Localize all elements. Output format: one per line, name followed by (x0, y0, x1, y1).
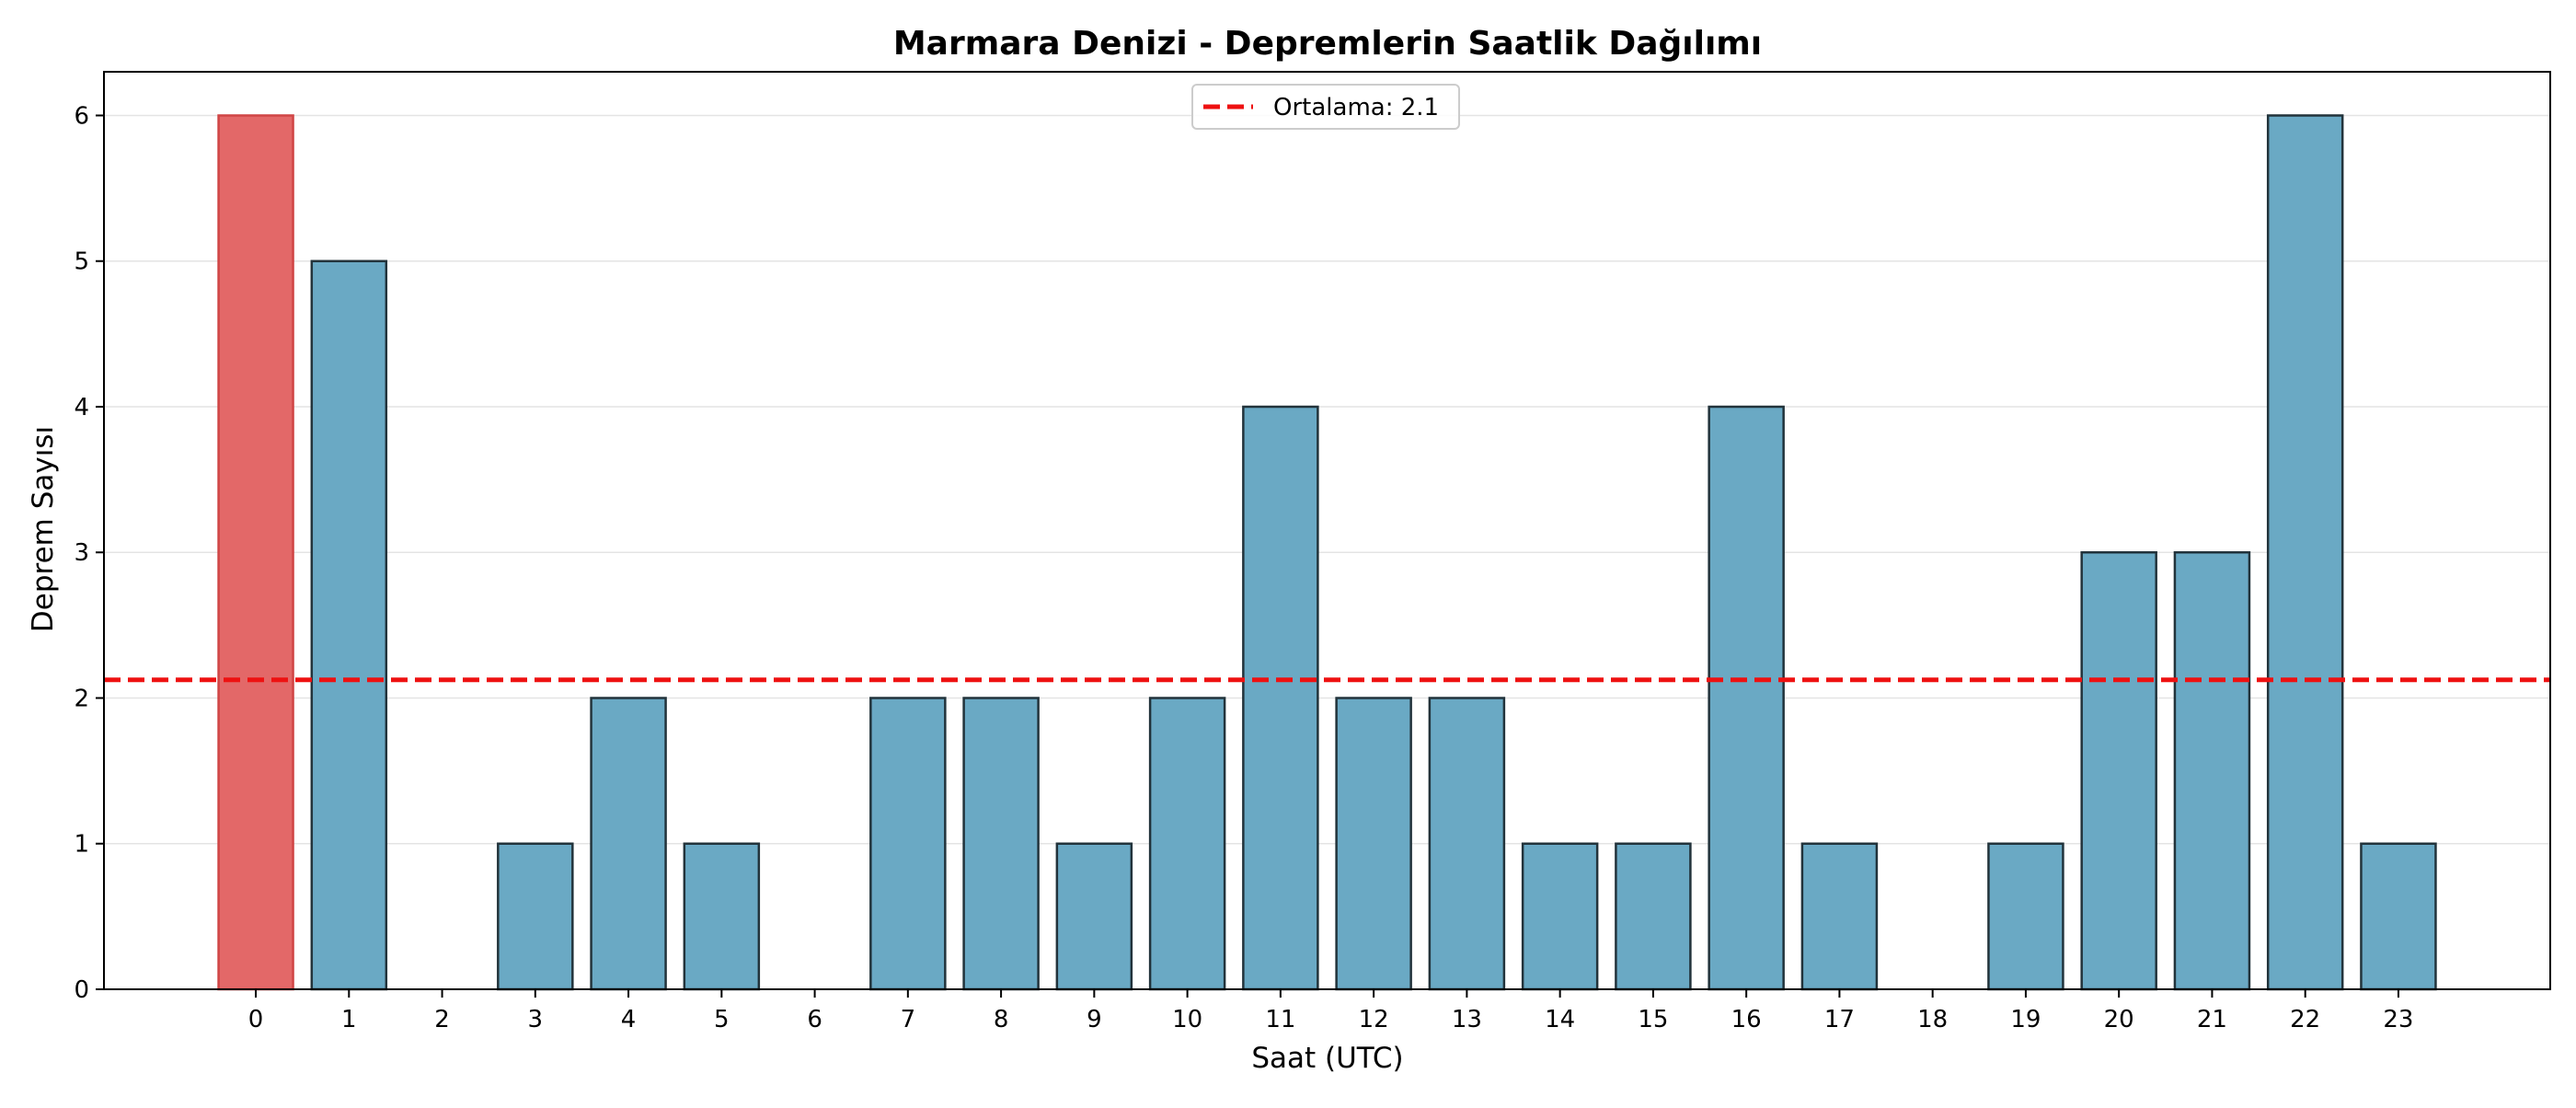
bar (1242, 405, 1319, 991)
bar (869, 697, 947, 991)
legend: Ortalama: 2.1 (1191, 84, 1460, 130)
x-tick-label: 23 (2383, 1006, 2413, 1033)
plot-frame (103, 71, 2551, 990)
x-tick-label: 11 (1265, 1006, 1295, 1033)
bar (1428, 697, 1506, 991)
x-tick-label: 19 (2010, 1006, 2041, 1033)
bar (1335, 697, 1412, 991)
bar (1615, 842, 1692, 991)
x-tick-label: 1 (341, 1006, 357, 1033)
x-tick-label: 4 (621, 1006, 637, 1033)
bar (2266, 114, 2344, 991)
y-axis-label: Deprem Sayısı (27, 426, 60, 632)
bar (1987, 842, 2064, 991)
x-tick-label: 15 (1638, 1006, 1668, 1033)
x-axis-ticks: 0 1 2 3 4 5 6 7 8 9 10 11 12 13 14 15 16 17 18 19 20 21 22 23 (248, 989, 2413, 1033)
x-tick-label: 17 (1824, 1006, 1855, 1033)
bars (217, 114, 2437, 991)
bar (1521, 842, 1599, 991)
y-axis-ticks: 0 1 2 3 4 5 6 (74, 102, 104, 1004)
bar (962, 697, 1040, 991)
x-tick-label: 14 (1545, 1006, 1575, 1033)
x-tick-label: 18 (1917, 1006, 1948, 1033)
x-tick-label: 13 (1452, 1006, 1482, 1033)
bar (683, 842, 761, 991)
bar (2080, 550, 2157, 991)
x-tick-label: 12 (1359, 1006, 1389, 1033)
y-tick-label: 6 (74, 102, 89, 130)
x-tick-label: 5 (714, 1006, 730, 1033)
legend-label: Ortalama: 2.1 (1273, 94, 1439, 121)
x-tick-label: 2 (434, 1006, 450, 1033)
bar (1148, 697, 1226, 991)
x-tick-label: 0 (248, 1006, 264, 1033)
y-tick-label: 1 (74, 831, 89, 859)
y-tick-label: 5 (74, 248, 89, 276)
bar (217, 114, 294, 991)
bar (590, 697, 667, 991)
y-tick-label: 0 (74, 976, 89, 1004)
y-tick-label: 3 (74, 539, 89, 567)
x-tick-label: 8 (994, 1006, 1009, 1033)
x-tick-label: 3 (528, 1006, 544, 1033)
x-tick-label: 16 (1731, 1006, 1762, 1033)
legend-box (1191, 84, 1460, 130)
x-tick-label: 9 (1087, 1006, 1102, 1033)
x-tick-label: 10 (1172, 1006, 1202, 1033)
bar (497, 842, 574, 991)
y-tick-label: 4 (74, 394, 89, 421)
y-tick-label: 2 (74, 685, 89, 712)
x-tick-label: 20 (2104, 1006, 2134, 1033)
bar (1800, 842, 1879, 991)
bar (1055, 842, 1133, 991)
x-tick-label: 7 (901, 1006, 916, 1033)
x-tick-label: 21 (2197, 1006, 2227, 1033)
bar (2173, 550, 2251, 991)
bar (310, 260, 388, 991)
x-tick-label: 6 (807, 1006, 822, 1033)
bar (2360, 842, 2437, 991)
bar (1708, 405, 1785, 991)
x-axis-label: Saat (UTC) (1251, 1042, 1403, 1075)
x-tick-label: 22 (2290, 1006, 2320, 1033)
chart-title: Marmara Denizi - Depremlerin Saatlik Dağ… (893, 25, 1762, 63)
